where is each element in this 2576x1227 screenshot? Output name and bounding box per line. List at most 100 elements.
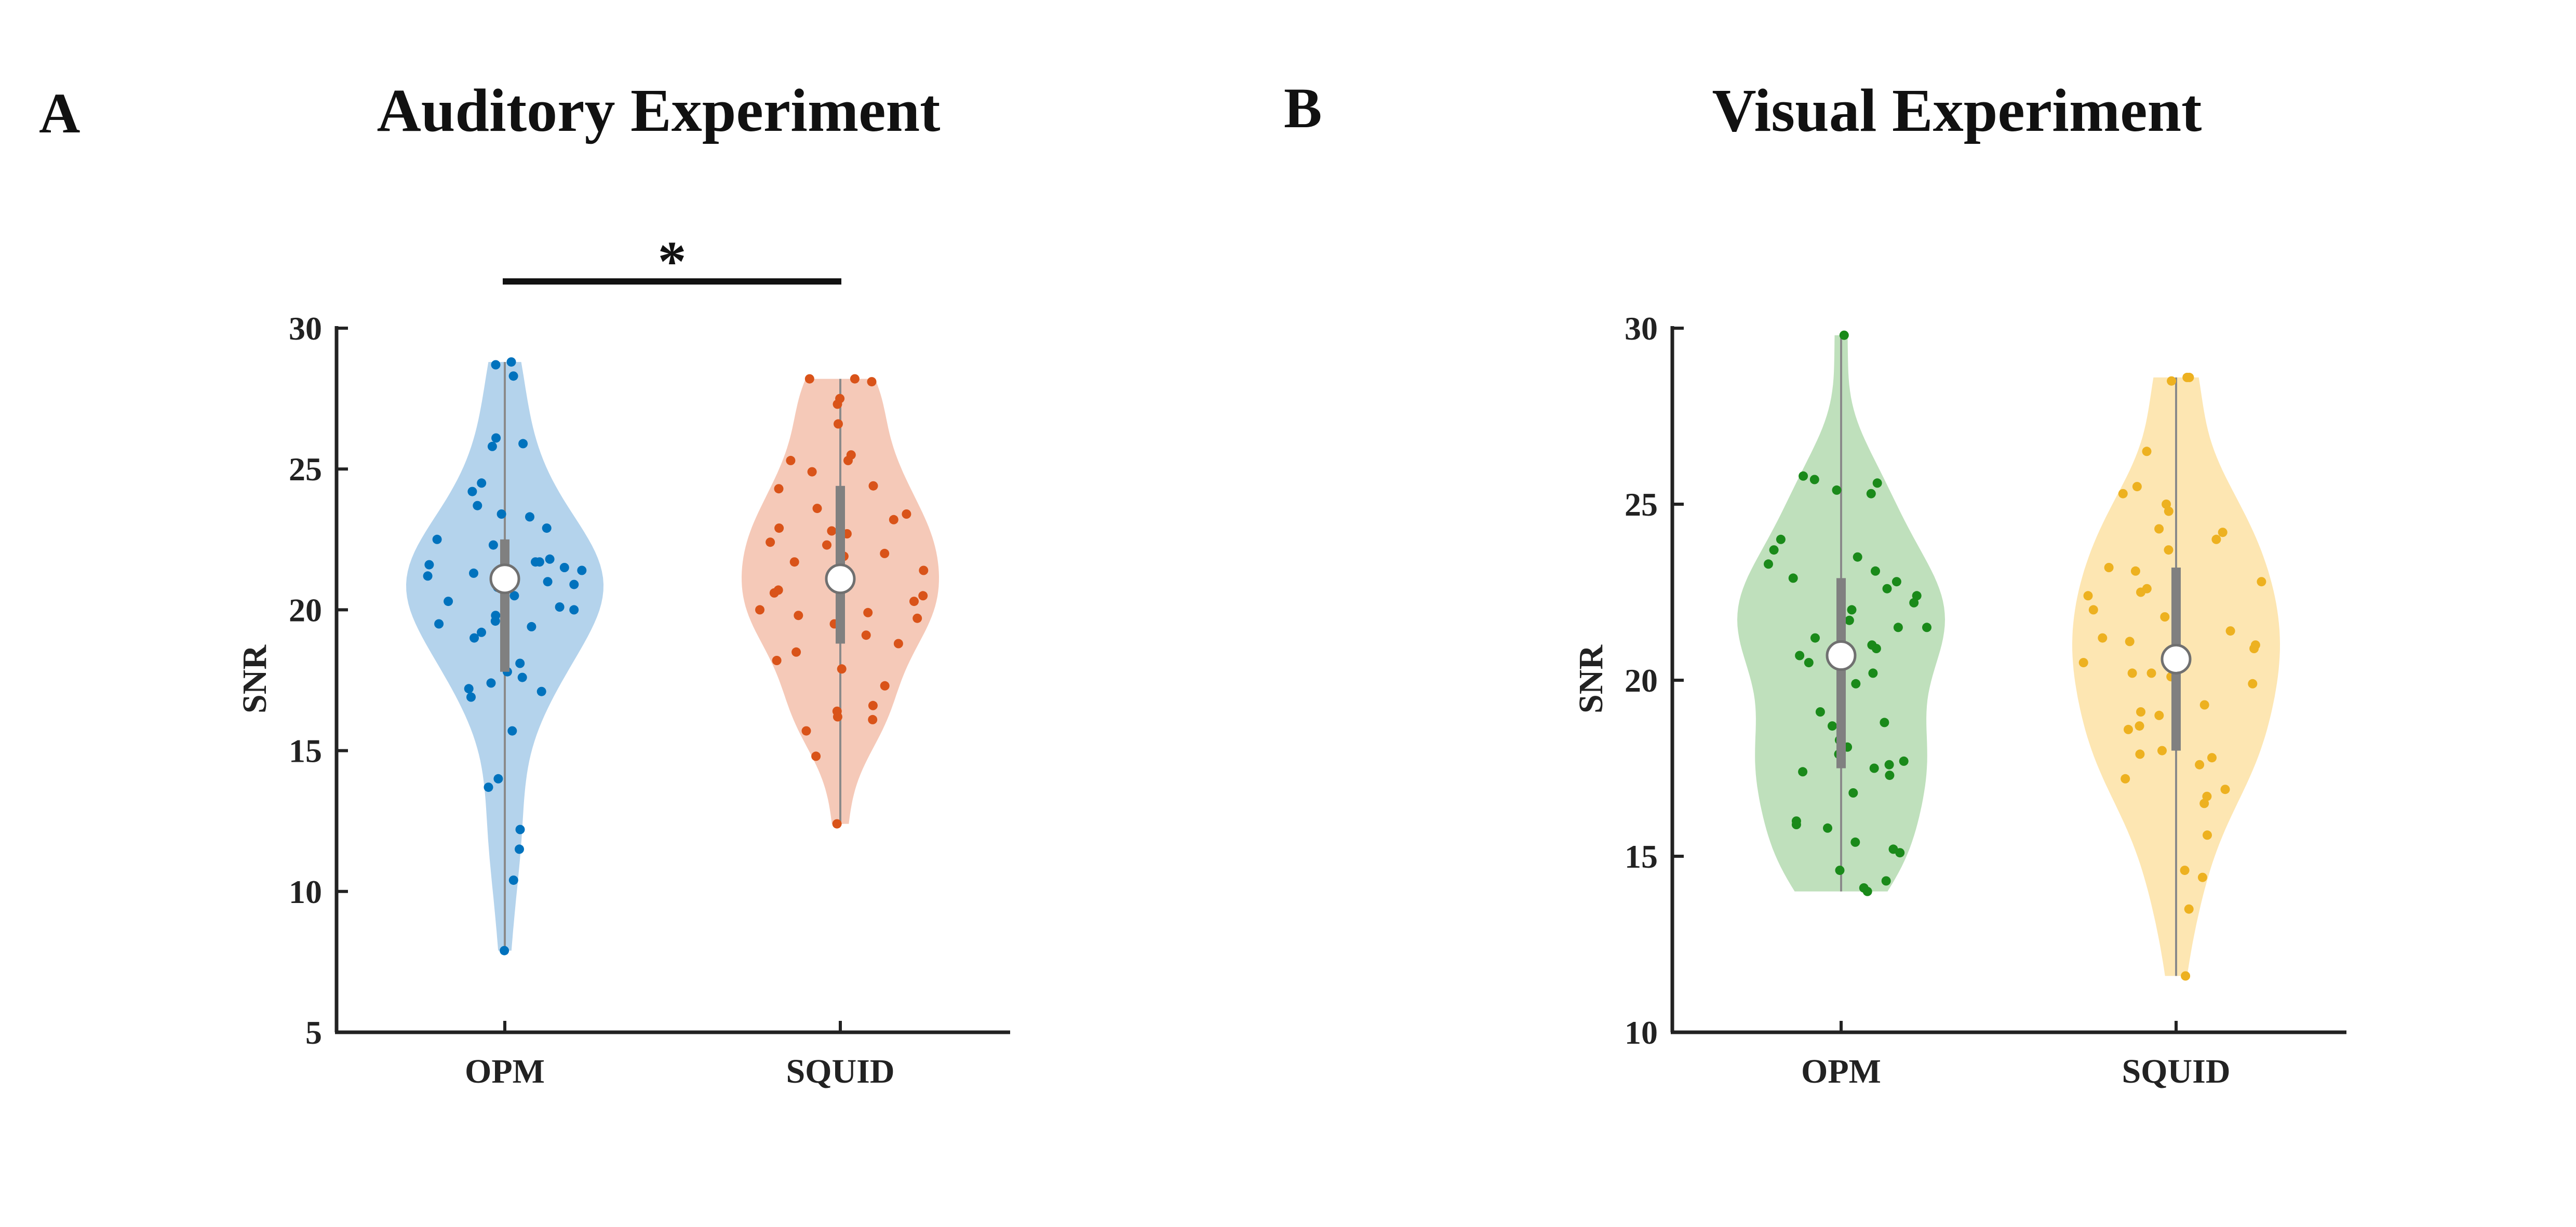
data-point [424, 560, 434, 570]
data-point [1909, 598, 1919, 608]
x-category-label-squid-b: SQUID [2122, 1053, 2230, 1090]
data-point [1850, 837, 1860, 847]
data-point [1884, 760, 1894, 770]
data-point [791, 647, 801, 657]
data-point [1799, 471, 1808, 481]
data-point [880, 681, 890, 691]
data-point [1893, 623, 1903, 632]
data-point [1885, 771, 1895, 780]
data-point [477, 627, 486, 637]
data-point [834, 419, 843, 429]
data-point [919, 565, 929, 575]
data-point [2249, 644, 2259, 653]
x-category-label-opm-a: OPM [465, 1053, 545, 1090]
data-point [1895, 848, 1905, 858]
data-point [1815, 707, 1825, 717]
data-point [827, 526, 837, 536]
data-point [2181, 971, 2191, 981]
data-point [822, 540, 831, 550]
data-point [423, 571, 433, 581]
data-point [1881, 876, 1891, 886]
data-point [542, 523, 552, 533]
panel-letter-b: B [1284, 76, 1322, 140]
data-point [794, 611, 803, 621]
data-point [2199, 799, 2209, 808]
data-point [569, 579, 579, 589]
data-point [515, 825, 525, 834]
data-point [1862, 886, 1872, 896]
panel-title-visual: Visual Experiment [1712, 76, 2202, 144]
data-point [2207, 753, 2217, 763]
data-point [1804, 658, 1814, 668]
data-point [2132, 482, 2142, 492]
x-category-label-opm-b: OPM [1801, 1053, 1881, 1090]
data-point [2121, 774, 2130, 784]
data-point [1912, 591, 1922, 601]
y-tick-label: 20 [1625, 662, 1658, 699]
data-point [534, 557, 544, 567]
data-point [2146, 668, 2156, 678]
data-point [1882, 584, 1892, 594]
data-point [2167, 376, 2177, 386]
significance-star: * [658, 230, 687, 293]
data-point [812, 504, 822, 514]
data-point [497, 509, 506, 519]
data-point [2124, 724, 2133, 734]
data-point [843, 455, 853, 465]
y-axis-label-b: SNR [1572, 644, 1610, 713]
data-point [1922, 623, 1931, 632]
data-point [2211, 534, 2221, 544]
plot-area-a [406, 357, 939, 955]
data-point [833, 712, 842, 722]
data-point [2184, 372, 2194, 382]
data-point [786, 455, 796, 465]
plot-area-b [1737, 330, 2280, 981]
data-point [2248, 679, 2258, 689]
data-point [2164, 545, 2174, 555]
y-tick-label: 25 [289, 451, 322, 488]
data-point [2135, 721, 2144, 731]
data-point [559, 563, 569, 572]
data-point [909, 597, 919, 606]
data-point [2078, 658, 2088, 668]
panel-letter-a: A [39, 82, 80, 145]
data-point [490, 616, 500, 626]
data-point [1880, 718, 1889, 727]
data-point [2157, 746, 2167, 756]
data-point [1835, 866, 1845, 875]
data-point [469, 633, 479, 643]
data-point [2142, 447, 2152, 456]
data-point [833, 399, 842, 409]
data-point [867, 377, 877, 387]
data-point [517, 672, 527, 682]
data-point [555, 602, 565, 612]
y-axis-label-a: SNR [236, 644, 274, 713]
data-point [1776, 534, 1786, 544]
data-point [2135, 749, 2145, 759]
data-point [2136, 587, 2145, 597]
data-point [1853, 552, 1862, 562]
data-point [477, 478, 487, 488]
data-point [2130, 566, 2140, 576]
data-point [466, 692, 476, 702]
median-marker [2161, 643, 2192, 675]
iqr-box [1836, 578, 1846, 768]
data-point [1823, 823, 1832, 833]
median-marker [1826, 640, 1857, 671]
data-point [1899, 756, 1909, 766]
data-point [1871, 644, 1881, 653]
data-point [2088, 605, 2098, 615]
data-point [1847, 605, 1857, 615]
data-point [2098, 633, 2108, 643]
data-point [493, 774, 503, 784]
data-point [1848, 788, 1858, 798]
data-point [2118, 489, 2128, 498]
data-point [2202, 791, 2212, 801]
data-point [2195, 760, 2205, 770]
data-point [774, 484, 784, 494]
y-tick-label: 5 [305, 1014, 322, 1051]
data-point [2160, 612, 2170, 622]
data-point [2218, 528, 2228, 537]
data-point [2203, 830, 2212, 840]
data-point [772, 656, 782, 665]
